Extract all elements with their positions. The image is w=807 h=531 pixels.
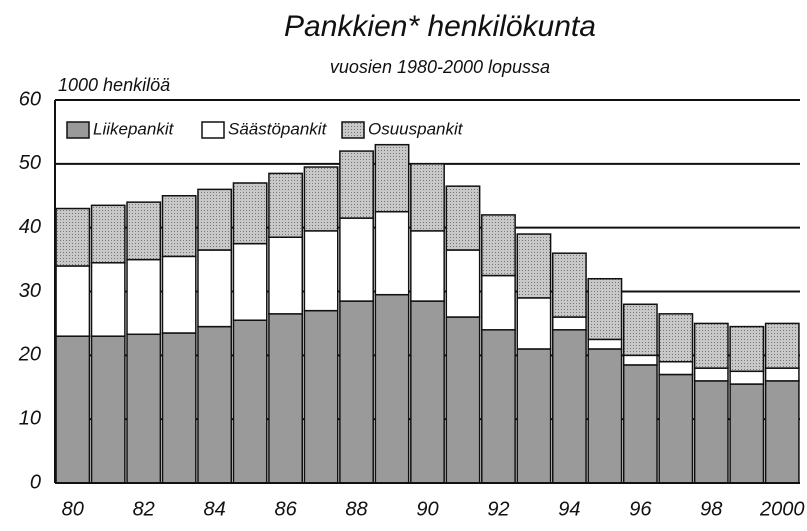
bar-segment xyxy=(197,249,233,328)
bar-segment xyxy=(126,258,162,336)
bar-segment xyxy=(516,348,552,484)
x-tick-label: 96 xyxy=(629,498,652,520)
bar-segment xyxy=(551,316,587,331)
legend-swatch xyxy=(341,121,365,139)
bar-segment xyxy=(374,143,410,213)
bar-segment xyxy=(622,354,658,366)
y-tick-label: 30 xyxy=(19,280,41,302)
bar-segment xyxy=(55,265,91,337)
y-axis-label: 1000 henkilöä xyxy=(58,75,170,95)
bar-segment xyxy=(587,338,623,350)
bar-segment xyxy=(268,172,304,238)
bar-segment xyxy=(90,204,126,264)
bar-segment xyxy=(445,316,481,484)
bar-segment xyxy=(339,217,374,302)
bar-segment xyxy=(339,150,374,219)
bar-segment xyxy=(693,380,729,484)
bar-segment xyxy=(55,335,91,484)
bar-segment xyxy=(232,319,268,484)
bar-segment xyxy=(516,297,552,350)
bar-segment xyxy=(161,332,197,484)
bar-segment xyxy=(126,201,162,261)
bar-segment xyxy=(658,360,694,376)
bar-segment xyxy=(126,333,162,484)
bar-segment xyxy=(693,367,729,382)
x-tick-label: 88 xyxy=(345,498,367,520)
x-tick-label: 98 xyxy=(700,498,722,520)
y-tick-label: 0 xyxy=(30,471,41,493)
bar-segment xyxy=(445,185,481,251)
bar-segment xyxy=(339,300,374,484)
x-tick-label: 94 xyxy=(558,498,580,520)
x-tick-label: 80 xyxy=(62,498,84,520)
bar-segment xyxy=(303,166,339,232)
bar-segment xyxy=(587,277,623,341)
bar-segment xyxy=(764,322,800,369)
bar-segment xyxy=(268,236,304,315)
bar-segment xyxy=(303,230,339,312)
bar-segment xyxy=(622,303,658,357)
bar-segment xyxy=(374,210,410,296)
bar-segment xyxy=(161,195,197,258)
chart-title: Pankkien* henkilökunta xyxy=(284,10,596,43)
y-tick-label: 40 xyxy=(19,216,41,238)
bar-segment xyxy=(481,274,516,331)
bar-segment xyxy=(658,373,694,484)
legend-swatch xyxy=(66,121,90,139)
bar-segment xyxy=(587,348,623,484)
bar-segment xyxy=(410,300,445,484)
legend-label: Liikepankit xyxy=(93,119,175,138)
bar-segment xyxy=(374,293,410,484)
bar-segment xyxy=(764,380,800,484)
bar-segment xyxy=(516,233,552,299)
y-tick-label: 10 xyxy=(19,407,41,429)
y-tick-label: 20 xyxy=(18,344,41,366)
bar-segment xyxy=(197,188,233,251)
bar-segment xyxy=(55,207,91,267)
x-tick-label: 2000 xyxy=(759,498,805,520)
legend-label: Osuuspankit xyxy=(368,119,464,138)
bar-segment xyxy=(90,335,126,484)
y-tick-label: 60 xyxy=(19,88,41,110)
bar-segment xyxy=(90,262,126,337)
bar-segment xyxy=(764,367,800,382)
legend-swatch xyxy=(201,121,225,139)
bar-segment xyxy=(303,309,339,484)
bar-segment xyxy=(445,249,481,318)
bar-segment xyxy=(197,325,233,484)
bar-segment xyxy=(658,313,694,363)
bar-segment xyxy=(268,313,304,484)
x-tick-label: 84 xyxy=(204,498,226,520)
bar-segment xyxy=(729,325,765,373)
x-tick-label: 82 xyxy=(133,498,155,520)
y-tick-label: 50 xyxy=(19,152,41,174)
bar-segment xyxy=(729,383,765,484)
chart-subtitle: vuosien 1980-2000 lopussa xyxy=(330,57,550,77)
x-tick-label: 86 xyxy=(274,498,297,520)
bar-segment xyxy=(232,182,268,245)
bar-segment xyxy=(410,163,445,232)
bar-segment xyxy=(161,255,197,334)
x-tick-label: 92 xyxy=(487,498,509,520)
bar-segment xyxy=(232,242,268,321)
bar-segment xyxy=(481,329,516,484)
x-tick-label: 90 xyxy=(416,498,438,520)
bar-segment xyxy=(481,214,516,277)
bar-segment xyxy=(622,364,658,484)
bar-segment xyxy=(551,329,587,484)
bar-segment xyxy=(551,252,587,318)
legend-label: Säästöpankit xyxy=(228,119,328,138)
bar-segment xyxy=(693,322,729,369)
bar-segment xyxy=(410,230,445,302)
bar-segment xyxy=(729,370,765,385)
